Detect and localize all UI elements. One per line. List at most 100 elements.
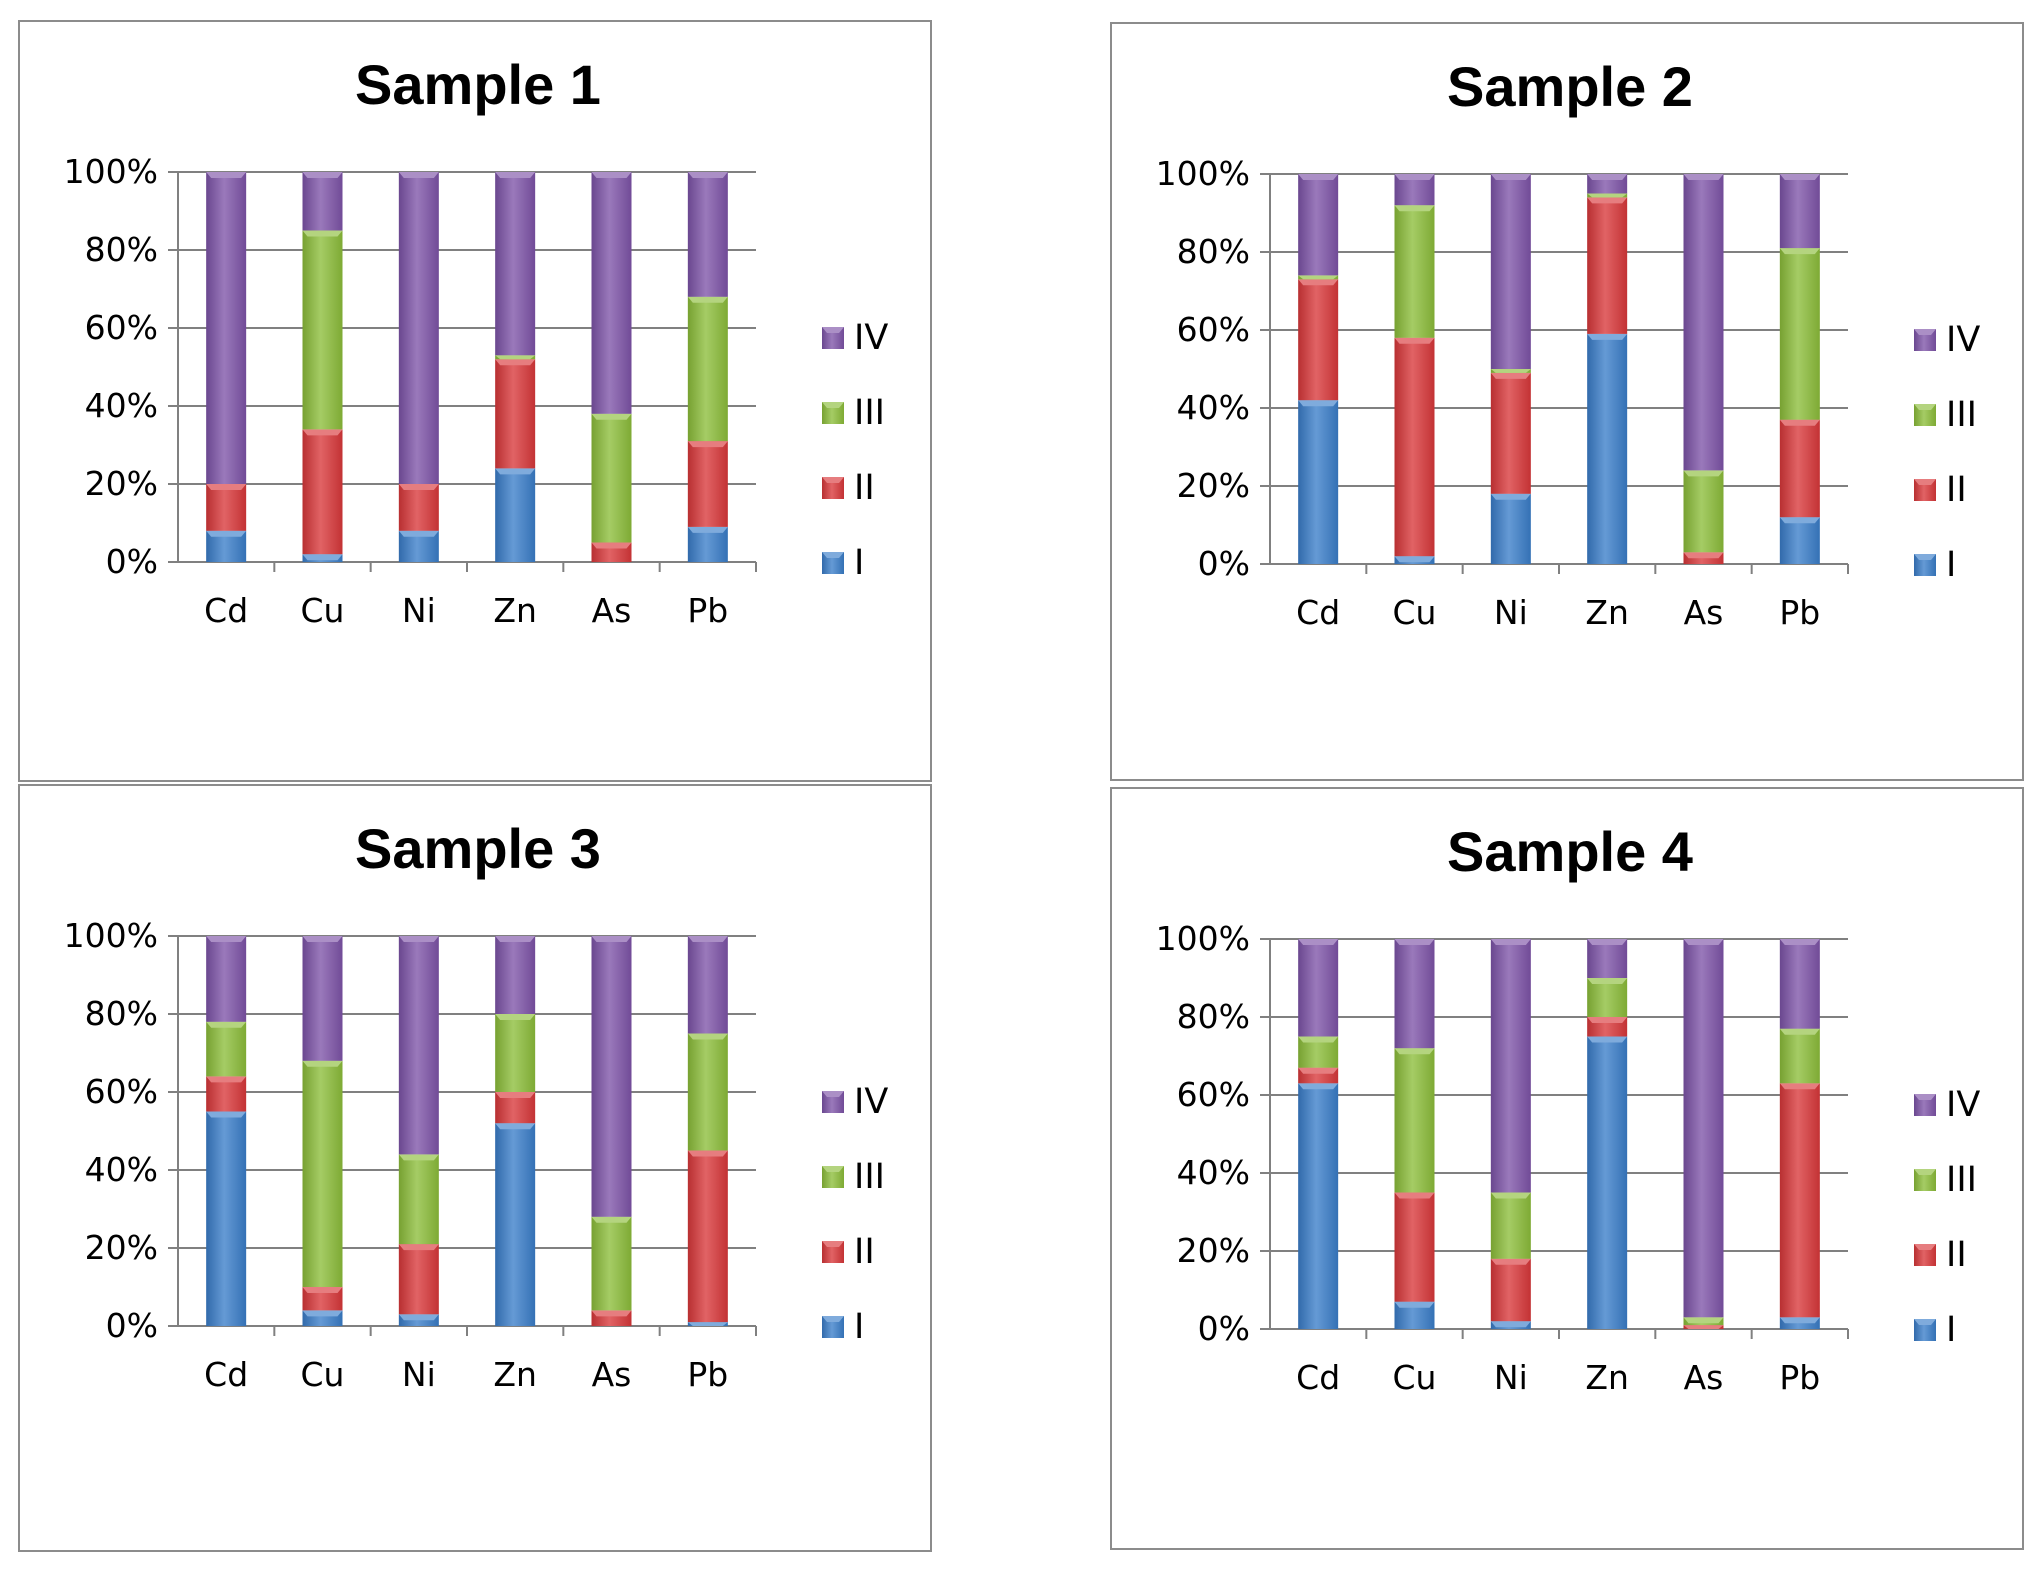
x-tick-label: Pb <box>687 1355 728 1394</box>
chart-panel-3: Sample 3 0% 20% 40% 60% 80% 100% Cd Cu Ni Zn As Pb IV… <box>18 784 932 1552</box>
bar-segment-bevel <box>1683 939 1724 945</box>
bar-segment-pb-iii <box>687 1033 728 1151</box>
bar-segment-cd-ii <box>1298 279 1339 401</box>
bar-segment-bevel <box>1394 556 1435 563</box>
bar-segment-bevel <box>1683 1325 1724 1329</box>
bar-segment-cu-iii <box>302 1060 343 1287</box>
bar-segment-bevel <box>1394 337 1435 344</box>
y-tick-label: 20% <box>85 1228 158 1267</box>
y-tick-label: 20% <box>1177 1231 1250 1270</box>
bar-segment-cu-ii <box>1394 337 1435 557</box>
bar-segment-pb-iv <box>687 172 728 297</box>
bar-segment-bevel <box>687 1322 728 1326</box>
legend-swatch-bevel <box>1914 1319 1936 1325</box>
bar-segment-zn-i <box>1587 333 1628 564</box>
bar-segment-bevel <box>302 172 343 178</box>
bar-segment-bevel <box>1490 1192 1531 1199</box>
bar-segment-bevel <box>1779 1028 1820 1035</box>
legend-swatch-bevel <box>1914 1094 1936 1100</box>
legend-swatch-bevel <box>1914 329 1936 335</box>
y-tick-label: 40% <box>85 1150 158 1189</box>
bar-segment-bevel <box>687 296 728 303</box>
bar-segment-bevel <box>591 936 632 942</box>
bar-segment-zn-iv <box>495 936 536 1014</box>
bar-segment-bevel <box>206 936 247 942</box>
bar-segment-bevel <box>302 230 343 237</box>
legend-label-iii: III <box>854 393 885 433</box>
bar-segment-ni-iv <box>398 172 439 484</box>
bar-segment-cu-ii <box>302 429 343 555</box>
chart-svg-2: Sample 2 0% 20% 40% 60% 80% 100% Cd Cu Ni Zn As Pb IV… <box>1156 55 1981 632</box>
bar-segment-bevel <box>1298 939 1339 945</box>
bar-segment-ni-ii <box>1490 372 1531 494</box>
bar-segment-pb-ii <box>1779 419 1820 518</box>
bar-segment-bevel <box>495 1014 536 1020</box>
bar-segment-cu-iv <box>1394 939 1435 1049</box>
bar-segment-bevel <box>1490 369 1531 373</box>
legend-swatch-bevel <box>1914 404 1936 410</box>
bar-segment-ni-ii <box>1490 1258 1531 1322</box>
y-tick-label: 0% <box>1198 544 1250 583</box>
bar-segment-bevel <box>1298 1083 1339 1090</box>
y-tick-label: 60% <box>1177 310 1250 349</box>
bar-segment-bevel <box>1587 1036 1628 1043</box>
legend-label-ii: II <box>1946 470 1967 510</box>
bar-segment-bevel <box>687 1150 728 1157</box>
legend-swatch-bevel <box>822 327 844 333</box>
bar-segment-as-iii <box>591 413 632 543</box>
bar-segment-bevel <box>1490 1258 1531 1265</box>
legend-swatch-bevel <box>822 552 844 558</box>
legend-swatch-bevel <box>1914 1169 1936 1175</box>
bar-segment-bevel <box>495 468 536 475</box>
bar-segment-bevel <box>302 554 343 561</box>
legend-label-iii: III <box>854 1157 885 1197</box>
bar-segment-cu-ii <box>1394 1192 1435 1302</box>
legend-label-ii: II <box>1946 1235 1967 1275</box>
bar-segment-bevel <box>1587 174 1628 180</box>
y-tick-label: 20% <box>1177 466 1250 505</box>
bar-segment-bevel <box>1490 939 1531 945</box>
y-tick-label: 80% <box>1177 997 1250 1036</box>
bar-segment-cd-ii <box>206 484 247 531</box>
bar-segment-cu-iii <box>1394 205 1435 338</box>
bar-segment-cd-iv <box>206 172 247 484</box>
chart-svg-1: Sample 1 0% 20% 40% 60% 80% 100% Cd Cu Ni Zn As Pb IV… <box>64 53 889 630</box>
bar-segment-cu-iv <box>302 172 343 231</box>
bar-segment-bevel <box>1779 1317 1820 1324</box>
bar-segment-cu-iii <box>1394 1048 1435 1193</box>
x-tick-label: Cu <box>301 591 345 630</box>
bar-segment-ni-iv <box>1490 939 1531 1193</box>
bar-segment-bevel <box>591 1310 632 1317</box>
bar-segment-bevel <box>1394 205 1435 212</box>
bar-segment-bevel <box>687 441 728 448</box>
bar-segment-bevel <box>1779 517 1820 524</box>
bar-segment-ni-iv <box>1490 174 1531 369</box>
y-tick-label: 0% <box>1198 1309 1250 1348</box>
chart-panel-2: Sample 2 0% 20% 40% 60% 80% 100% Cd Cu Ni Zn As Pb IV… <box>1110 22 2024 781</box>
bar-segment-bevel <box>302 936 343 942</box>
bar-segment-as-iii <box>591 1216 632 1311</box>
bar-segment-cd-iv <box>206 936 247 1022</box>
bar-segment-zn-iii <box>1587 978 1628 1017</box>
bar-segment-bevel <box>1394 1192 1435 1199</box>
bar-segment-as-iii <box>1683 470 1724 553</box>
bar-segment-bevel <box>591 542 632 549</box>
legend-swatch-bevel <box>1914 1244 1936 1250</box>
y-tick-label: 40% <box>85 386 158 425</box>
legend-label-i: I <box>1946 545 1956 585</box>
bar-segment-bevel <box>1298 279 1339 286</box>
bar-segment-as-iv <box>1683 939 1724 1318</box>
bar-segment-as-iv <box>591 936 632 1217</box>
y-tick-label: 60% <box>85 308 158 347</box>
legend-label-iv: IV <box>854 318 888 358</box>
legend-label-iv: IV <box>854 1082 888 1122</box>
bar-segment-bevel <box>591 413 632 420</box>
legend-label-i: I <box>854 1307 864 1347</box>
bar-segment-ni-ii <box>398 1244 439 1315</box>
x-tick-label: Cd <box>1296 1358 1340 1397</box>
chart-panel-1: Sample 1 0% 20% 40% 60% 80% 100% Cd Cu Ni Zn As Pb IV… <box>18 20 932 782</box>
bar-segment-ni-i <box>1490 493 1531 564</box>
bar-segment-bevel <box>1779 1083 1820 1090</box>
bar-segment-bevel <box>1587 333 1628 340</box>
bar-segment-zn-i <box>495 468 536 562</box>
